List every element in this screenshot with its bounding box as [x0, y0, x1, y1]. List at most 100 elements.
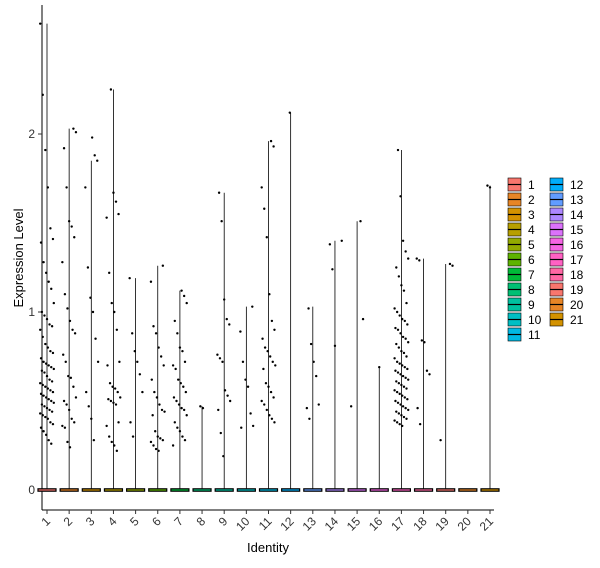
data-point	[63, 426, 67, 429]
data-point	[70, 225, 73, 228]
data-point	[46, 387, 50, 390]
x-tick-label: 16	[366, 514, 386, 534]
legend-label: 9	[528, 298, 535, 312]
data-point	[72, 127, 75, 130]
data-point	[488, 186, 492, 189]
data-point	[49, 227, 52, 230]
data-point	[114, 403, 118, 406]
data-point	[217, 408, 220, 412]
data-point	[264, 382, 268, 385]
data-point	[395, 410, 398, 413]
data-point	[74, 396, 78, 399]
data-point	[263, 346, 267, 349]
data-point	[428, 373, 431, 376]
data-point	[269, 139, 273, 143]
legend-label: 8	[528, 283, 535, 297]
data-point	[179, 382, 182, 385]
data-point	[266, 349, 269, 353]
data-point	[402, 289, 406, 292]
data-point	[172, 396, 176, 399]
data-point	[154, 332, 158, 335]
data-point	[226, 394, 229, 397]
data-point	[44, 271, 48, 275]
data-point	[312, 360, 315, 364]
data-point	[265, 236, 268, 239]
data-point	[93, 154, 96, 157]
data-point	[87, 405, 90, 408]
data-point	[451, 264, 454, 267]
data-point	[416, 406, 419, 410]
data-point	[51, 351, 55, 355]
data-point	[62, 147, 66, 150]
data-point	[136, 360, 139, 364]
data-point	[109, 399, 113, 403]
data-point	[128, 276, 131, 280]
data-point	[273, 328, 276, 331]
data-point	[154, 447, 158, 451]
data-point	[108, 271, 111, 275]
data-point	[115, 449, 119, 453]
x-tick-label: 8	[194, 514, 209, 529]
data-point	[405, 355, 408, 358]
data-point	[420, 339, 424, 342]
legend-label: 1	[528, 178, 535, 192]
data-point	[160, 408, 164, 412]
violin-base-2	[59, 488, 79, 492]
legend-label: 2	[528, 193, 535, 207]
data-point	[50, 365, 53, 369]
x-tick-label: 14	[322, 514, 342, 534]
legend-label: 17	[570, 253, 584, 267]
data-point	[407, 257, 410, 260]
data-point	[45, 374, 49, 378]
data-point	[92, 438, 96, 442]
data-point	[395, 310, 399, 314]
data-point	[50, 410, 54, 413]
data-point	[185, 301, 188, 305]
data-point	[70, 417, 73, 420]
data-point	[270, 319, 274, 323]
data-point	[400, 284, 403, 287]
data-point	[39, 241, 43, 244]
data-point	[395, 266, 398, 269]
data-point	[67, 220, 71, 223]
legend-label: 3	[528, 208, 535, 222]
data-point	[118, 360, 121, 364]
data-point	[263, 403, 266, 406]
data-point	[393, 419, 396, 422]
data-point	[181, 349, 184, 353]
data-point	[42, 394, 45, 397]
data-point	[41, 414, 44, 417]
data-point	[260, 399, 263, 403]
data-point	[119, 396, 122, 399]
data-point	[105, 424, 108, 428]
data-point	[270, 417, 274, 420]
y-tick-label: 2	[28, 127, 35, 141]
violin-base-9	[214, 488, 234, 492]
data-point	[39, 357, 43, 360]
data-point	[159, 437, 162, 440]
data-point	[94, 337, 97, 340]
data-point	[48, 378, 51, 381]
x-axis-title: Identity	[247, 540, 289, 555]
data-point	[439, 438, 442, 442]
violin-base-13	[303, 488, 323, 492]
data-point	[161, 264, 165, 267]
x-tick-label: 5	[127, 514, 142, 529]
data-point	[41, 383, 44, 387]
data-point	[52, 301, 55, 305]
data-point	[273, 421, 276, 424]
legend-label: 15	[570, 223, 584, 237]
data-point	[269, 355, 272, 358]
data-point	[399, 195, 402, 198]
data-point	[46, 346, 50, 349]
x-tick-label: 19	[432, 514, 452, 534]
data-point	[221, 360, 224, 364]
data-point	[85, 390, 88, 394]
violin-base-7	[170, 488, 190, 492]
data-point	[395, 390, 399, 394]
data-point	[333, 344, 337, 348]
data-point	[239, 330, 242, 333]
x-tick-label: 6	[149, 514, 164, 529]
data-point	[49, 349, 52, 353]
data-point	[269, 390, 273, 394]
